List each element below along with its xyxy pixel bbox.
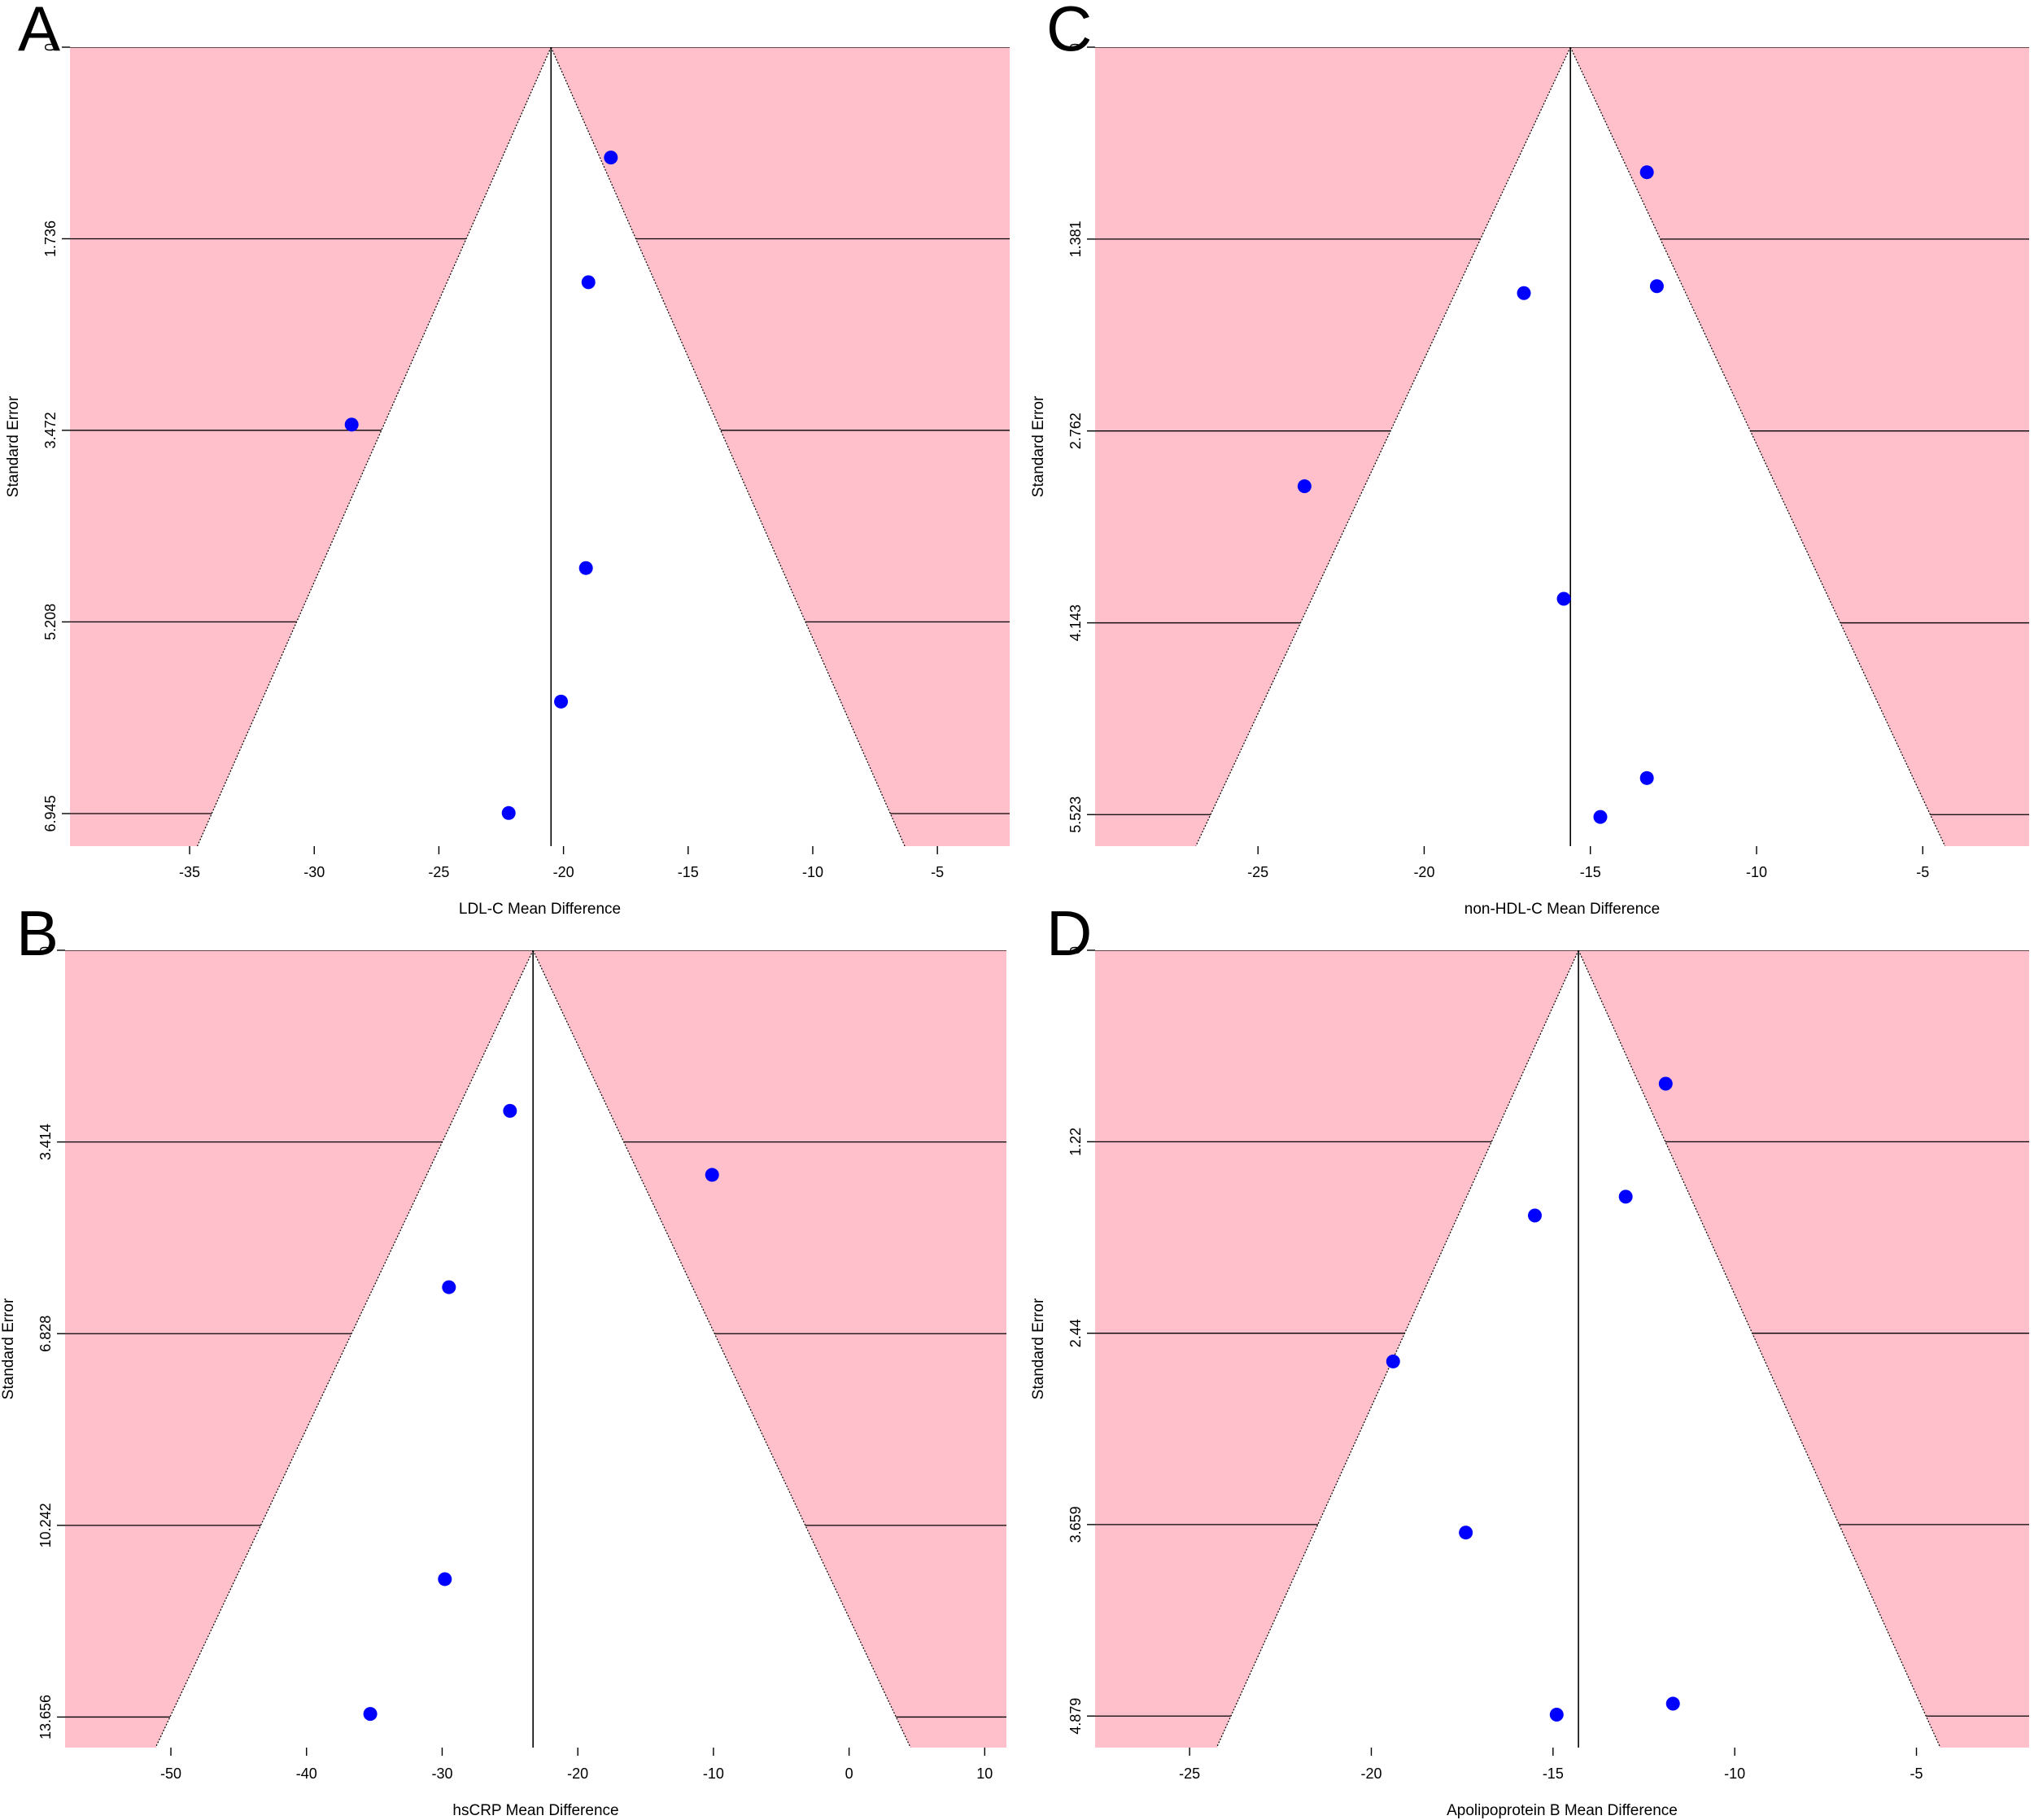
data-point bbox=[578, 561, 593, 575]
data-point bbox=[1459, 1525, 1473, 1540]
y-tick-label: 0 bbox=[37, 946, 54, 954]
x-tick-label: -30 bbox=[431, 1765, 452, 1782]
y-tick-label: 4.143 bbox=[1067, 604, 1084, 641]
y-tick-label: 1.22 bbox=[1067, 1128, 1084, 1156]
data-point bbox=[1649, 279, 1664, 294]
x-tick-label: -30 bbox=[303, 864, 325, 880]
funnel-edge-right bbox=[1569, 47, 1946, 846]
x-tick-label: -20 bbox=[1360, 1765, 1381, 1782]
y-tick-label: 6.828 bbox=[37, 1316, 54, 1352]
funnel-edge-left bbox=[155, 950, 534, 1748]
data-point bbox=[1386, 1354, 1400, 1368]
x-tick-label: 0 bbox=[845, 1765, 853, 1782]
data-point bbox=[1297, 479, 1312, 494]
plot-area-clipped bbox=[65, 950, 1006, 1748]
panel-a: -35 -30 -25 -20 -15 -10 -5 0 1.736 3.472 5.208 6.94… bbox=[5, 0, 1010, 918]
funnel-edge-right bbox=[532, 950, 911, 1748]
y-tick-label: 6.945 bbox=[42, 795, 59, 831]
y-tick-label: 2.44 bbox=[1067, 1319, 1084, 1347]
funnel-edge-right bbox=[550, 47, 906, 846]
y-axis-title: Standard Error bbox=[0, 1298, 17, 1399]
data-point bbox=[1639, 165, 1654, 180]
x-tick-label: -40 bbox=[296, 1765, 317, 1782]
y-tick-label: 3.472 bbox=[42, 412, 59, 448]
y-axis-title: Standard Error bbox=[5, 395, 22, 497]
x-tick-label: -20 bbox=[553, 864, 574, 880]
plot-area-clipped bbox=[70, 47, 1010, 846]
y-tick-label: 2.762 bbox=[1067, 412, 1084, 449]
y-tick-label: 5.208 bbox=[42, 604, 59, 640]
data-point bbox=[604, 151, 618, 165]
data-point bbox=[344, 417, 359, 432]
plot-area-clipped bbox=[1095, 950, 2029, 1748]
plot-area-clipped bbox=[1095, 47, 2029, 846]
data-point bbox=[1658, 1076, 1673, 1091]
x-tick-label: -25 bbox=[428, 864, 449, 880]
x-tick-label: -5 bbox=[1910, 1765, 1923, 1782]
x-axis-title: Apolipoprotein B Mean Difference bbox=[1447, 1802, 1678, 1819]
x-tick-label: -10 bbox=[703, 1765, 724, 1782]
x-tick-label: 10 bbox=[976, 1765, 993, 1782]
panel-d: -25 -20 -15 -10 -5 0 1.22 2.44 3.659 4.879 Apolipo… bbox=[1030, 897, 2029, 1819]
funnel-edge-left bbox=[1216, 950, 1579, 1748]
x-tick-label: -10 bbox=[1746, 864, 1767, 880]
x-tick-label: -5 bbox=[931, 864, 944, 880]
y-tick-label: 3.659 bbox=[1067, 1506, 1084, 1543]
y-tick-label: 0 bbox=[42, 43, 59, 51]
data-point bbox=[705, 1168, 719, 1182]
panel-c: -25 -20 -15 -10 -5 0 1.381 2.762 4.143 5.523 non-H… bbox=[1030, 0, 2029, 918]
panel-label: C bbox=[1046, 0, 1092, 64]
data-point bbox=[442, 1280, 456, 1294]
y-tick-label: 10.242 bbox=[37, 1503, 54, 1547]
data-point bbox=[1517, 286, 1531, 300]
x-tick-label: -50 bbox=[160, 1765, 181, 1782]
funnel-edge-left bbox=[1195, 47, 1571, 846]
data-point bbox=[438, 1572, 452, 1586]
x-tick-label: -25 bbox=[1247, 864, 1268, 880]
data-point bbox=[503, 1103, 517, 1118]
x-tick-label: -20 bbox=[567, 1765, 588, 1782]
y-axis-title: Standard Error bbox=[1030, 395, 1047, 497]
data-point bbox=[1593, 810, 1608, 824]
funnel-edge-left bbox=[196, 47, 552, 846]
y-tick-label: 1.381 bbox=[1067, 220, 1084, 257]
data-point bbox=[1527, 1208, 1542, 1223]
x-tick-label: -20 bbox=[1413, 864, 1434, 880]
panel-label: D bbox=[1046, 897, 1092, 969]
x-axis-title: hsCRP Mean Difference bbox=[452, 1802, 618, 1819]
x-tick-label: -10 bbox=[802, 864, 823, 880]
panel-b: -50 -40 -30 -20 -10 0 10 0 3.414 6.828 10.242 13.65… bbox=[0, 897, 1006, 1819]
y-axis-title: Standard Error bbox=[1030, 1298, 1047, 1399]
x-axis-title: LDL-C Mean Difference bbox=[459, 901, 621, 918]
x-tick-label: -5 bbox=[1916, 864, 1929, 880]
y-tick-label: 13.656 bbox=[37, 1695, 54, 1739]
y-tick-label: 0 bbox=[1067, 946, 1084, 954]
y-tick-label: 0 bbox=[1067, 43, 1084, 51]
y-tick-label: 1.736 bbox=[42, 220, 59, 257]
x-tick-label: -15 bbox=[1580, 864, 1601, 880]
data-point bbox=[1618, 1189, 1633, 1204]
data-point bbox=[554, 694, 569, 709]
x-tick-label: -15 bbox=[1543, 1765, 1564, 1782]
y-tick-label: 3.414 bbox=[37, 1124, 54, 1160]
panel-label: A bbox=[18, 0, 60, 64]
data-point bbox=[581, 275, 596, 290]
data-point bbox=[1549, 1707, 1564, 1722]
y-tick-label: 4.879 bbox=[1067, 1698, 1084, 1735]
data-point bbox=[363, 1707, 378, 1722]
panel-label: B bbox=[16, 897, 59, 969]
data-point bbox=[1639, 770, 1654, 785]
x-tick-label: -35 bbox=[179, 864, 200, 880]
y-tick-label: 5.523 bbox=[1067, 797, 1084, 833]
x-tick-label: -15 bbox=[678, 864, 699, 880]
data-point bbox=[1556, 591, 1571, 606]
data-point bbox=[501, 805, 516, 820]
x-tick-label: -25 bbox=[1179, 1765, 1200, 1782]
data-point bbox=[1665, 1696, 1680, 1711]
funnel-edge-right bbox=[1578, 950, 1941, 1748]
x-axis-title: non-HDL-C Mean Difference bbox=[1464, 901, 1660, 918]
x-tick-label: -10 bbox=[1724, 1765, 1745, 1782]
